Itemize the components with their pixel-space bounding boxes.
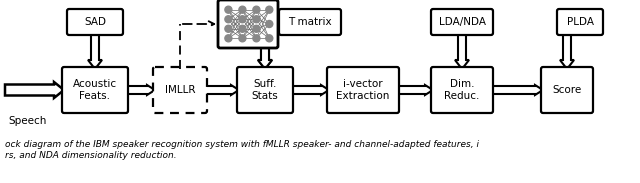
- FancyBboxPatch shape: [327, 67, 399, 113]
- Text: LDA/NDA: LDA/NDA: [438, 17, 486, 27]
- Circle shape: [253, 25, 260, 32]
- Circle shape: [239, 25, 246, 32]
- Circle shape: [253, 16, 260, 23]
- Text: Speech: Speech: [8, 116, 46, 126]
- Text: Dim.
Reduc.: Dim. Reduc.: [444, 79, 480, 101]
- Polygon shape: [205, 85, 239, 95]
- Circle shape: [239, 16, 246, 23]
- Circle shape: [225, 35, 232, 42]
- Text: SAD: SAD: [84, 17, 106, 27]
- Polygon shape: [126, 85, 155, 95]
- FancyBboxPatch shape: [557, 9, 603, 35]
- Polygon shape: [397, 85, 433, 95]
- FancyBboxPatch shape: [279, 9, 341, 35]
- FancyBboxPatch shape: [62, 67, 128, 113]
- Text: Acoustic
Feats.: Acoustic Feats.: [73, 79, 117, 101]
- Text: ock diagram of the IBM speaker recognition system with fMLLR speaker- and channe: ock diagram of the IBM speaker recogniti…: [5, 140, 479, 149]
- Polygon shape: [455, 33, 469, 69]
- Polygon shape: [491, 85, 543, 95]
- FancyBboxPatch shape: [431, 67, 493, 113]
- Polygon shape: [291, 85, 329, 95]
- Text: rs, and NDA dimensionality reduction.: rs, and NDA dimensionality reduction.: [5, 151, 177, 160]
- Polygon shape: [88, 33, 102, 69]
- Circle shape: [225, 6, 232, 13]
- Text: IMLLR: IMLLR: [164, 85, 195, 95]
- Circle shape: [266, 6, 273, 13]
- Text: Score: Score: [552, 85, 582, 95]
- Circle shape: [239, 6, 246, 13]
- Circle shape: [253, 6, 260, 13]
- FancyBboxPatch shape: [218, 0, 278, 48]
- Text: Suff.
Stats: Suff. Stats: [252, 79, 278, 101]
- Circle shape: [253, 35, 260, 42]
- FancyBboxPatch shape: [541, 67, 593, 113]
- Circle shape: [266, 20, 273, 27]
- FancyBboxPatch shape: [67, 9, 123, 35]
- Polygon shape: [258, 33, 272, 69]
- Circle shape: [239, 35, 246, 42]
- FancyBboxPatch shape: [431, 9, 493, 35]
- Polygon shape: [258, 47, 272, 69]
- Text: i-vector
Extraction: i-vector Extraction: [336, 79, 390, 101]
- Polygon shape: [560, 33, 574, 69]
- Polygon shape: [5, 82, 64, 98]
- Circle shape: [266, 35, 273, 42]
- Text: T matrix: T matrix: [288, 17, 332, 27]
- FancyBboxPatch shape: [237, 67, 293, 113]
- Circle shape: [225, 25, 232, 32]
- Circle shape: [225, 16, 232, 23]
- Text: PLDA: PLDA: [566, 17, 593, 27]
- FancyBboxPatch shape: [153, 67, 207, 113]
